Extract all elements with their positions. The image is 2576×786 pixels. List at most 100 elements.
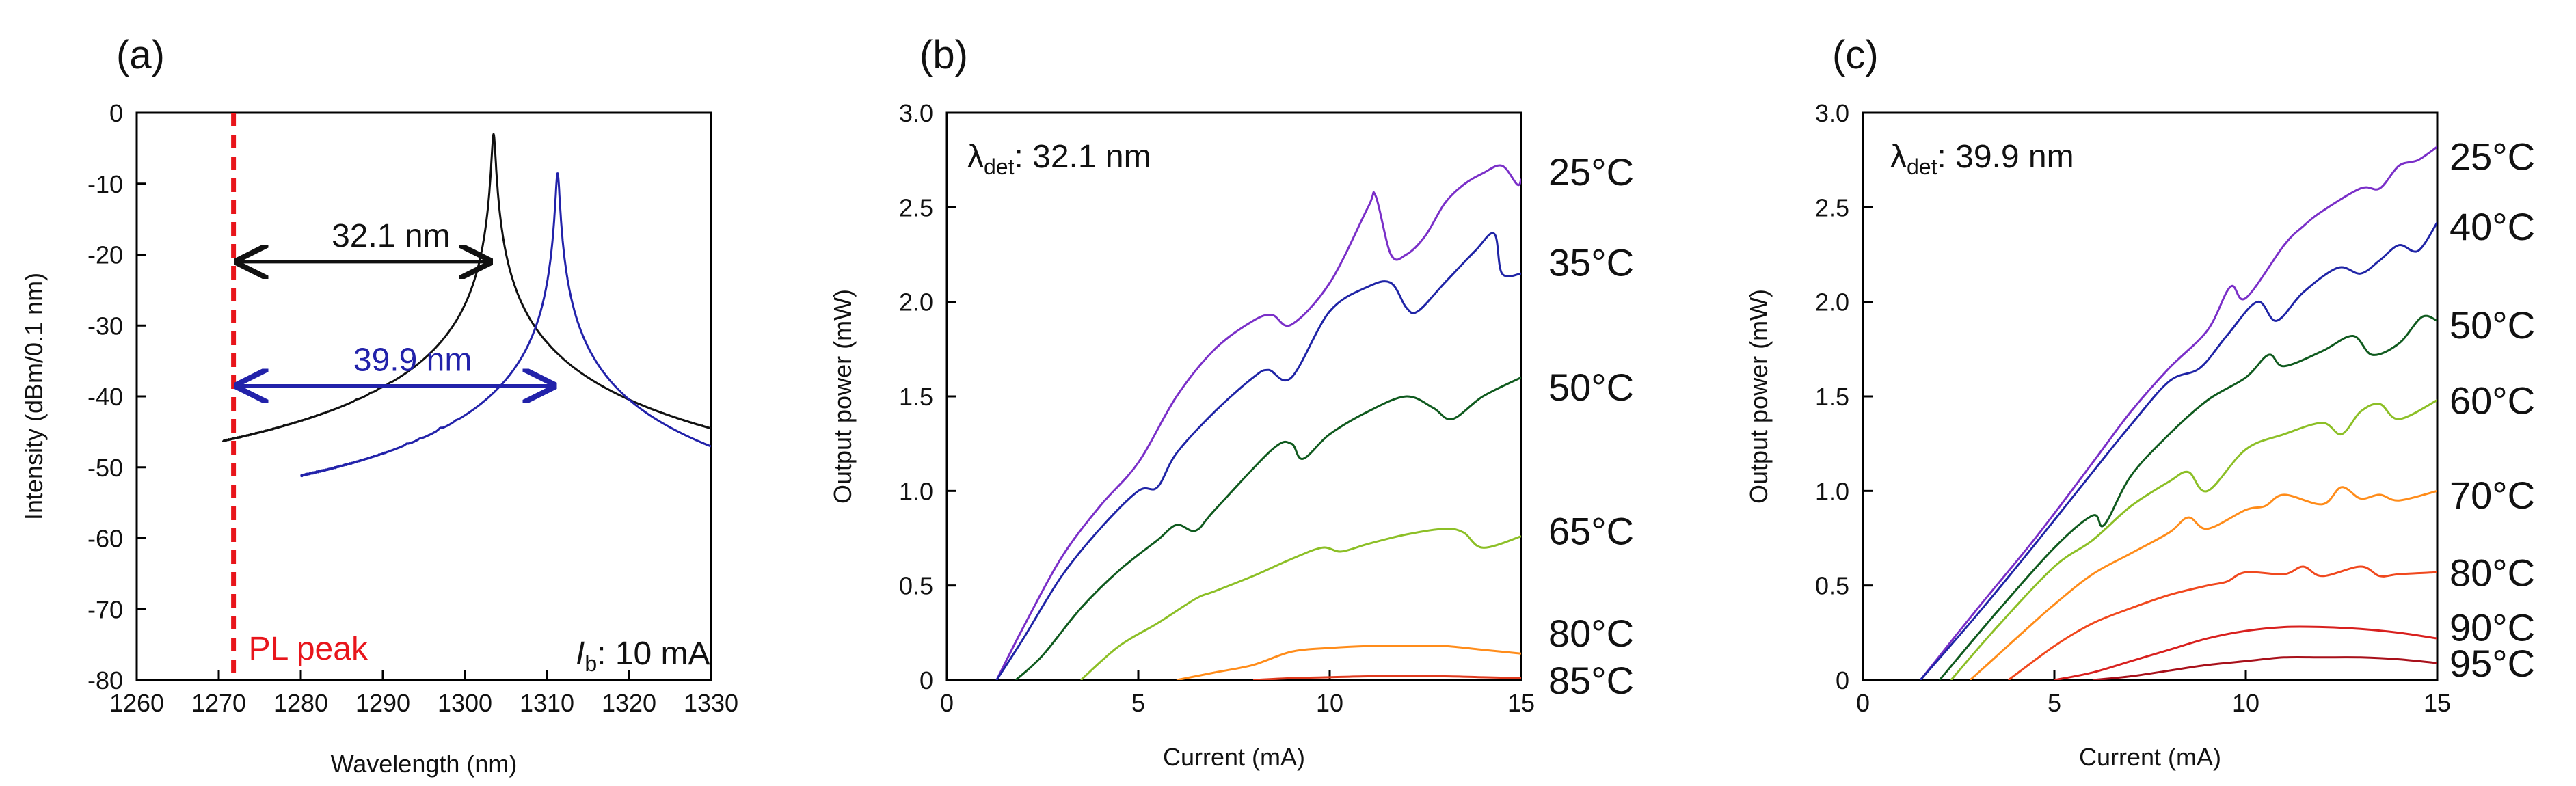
panel-c-traces [1919,146,2437,680]
panel-b-x-tick-label: 5 [1131,689,1145,717]
li-curve-80-c [2007,565,2437,680]
panel-a-y-title: Intensity (dBm/0.1 nm) [20,273,48,520]
panel-b-y-tick-label: 2.0 [899,288,933,316]
li-curve-80-c [1176,645,1521,680]
panel-c-y-tick-label: 1.0 [1815,477,1849,505]
panel-a-label: (a) [116,33,165,77]
panel-a-traces [222,133,711,478]
panel-b-temperature-labels: 25°C 35°C 50°C 65°C 80°C85°C [1548,150,1634,702]
li-curve-85-c [1252,675,1521,680]
lambda-symbol: λ [967,139,984,175]
pl-peak-label: PL peak [249,631,368,667]
panel-c-y-title: Output power (mW) [1745,289,1773,504]
panel-c-label: (c) [1832,33,1879,77]
panel-c-temperature-labels: 25°C 40°C 50°C 60°C 70°C 80°C 90°C95°C [2450,135,2535,685]
panel-c-y-tick-label: 0.5 [1815,572,1849,600]
panel-a-x-tick-label: 1320 [602,689,656,717]
panel-a-y-tick-label: -80 [88,666,123,694]
bias-symbol: I [576,636,585,672]
li-curve-50-c [1015,376,1521,680]
panel-a-ticks: 1260 1270 1280 1290 1300 1310 1320 1330 0 -10 -20 -… [88,99,738,717]
panel-a-x-tick-label: 1290 [355,689,410,717]
temperature-label-60-c: 60°C [2450,379,2535,422]
panel-c-ticks: 0 5 10 15 0 0.5 1.0 1.5 2.0 2.5 3.0 [1815,99,2451,717]
temperature-label-70-c: 70°C [2450,474,2535,517]
panel-b-frame [945,111,1522,681]
panel-b-y-tick-label: 1.0 [899,477,933,505]
bias-value: : 10 mA [597,636,710,672]
li-curve-25-c [1919,146,2437,680]
panel-b-y-tick-label: 0 [920,666,933,694]
panel-b-y-tick-label: 0.5 [899,572,933,600]
panel-c-y-tick-label: 1.5 [1815,383,1849,411]
panel-b-li-curves: (b) 0 5 10 15 0 0.5 1.0 1.5 2.0 2.5 3.0 25°C 35°C 50… [829,33,1634,771]
temperature-label-50-c: 50°C [1548,366,1634,409]
temperature-label-90-c: 90°C [2450,606,2535,649]
panel-a-y-tick-label: -50 [88,454,123,482]
temperature-label-65-c: 65°C [1548,509,1634,552]
panel-c-x-tick-label: 5 [2048,689,2061,717]
bias-current-label: Ib: 10 mA [576,636,710,676]
panel-c-detection-label: λdet: 39.9 nm [1890,139,2074,179]
panel-c-y-tick-label: 0 [1836,666,1849,694]
panel-b-detection-label: λdet: 32.1 nm [967,139,1151,179]
panel-c-y-tick-label: 3.0 [1815,99,1849,127]
temperature-label-25-c: 25°C [1548,150,1634,193]
panel-a-x-tick-label: 1330 [684,689,738,717]
panel-a-spectrum: (a) 1260 1270 1280 1290 1300 1310 1320 1330 0 -10… [20,33,738,778]
li-curve-40-c [1919,221,2437,680]
lambda-subscript: det [984,154,1015,179]
panel-c-x-tick-label: 0 [1856,689,1870,717]
li-curve-50-c [1938,314,2437,680]
panel-a-y-tick-label: -40 [88,383,123,411]
lambda-subscript: det [1907,154,1937,179]
panel-b-x-tick-label: 0 [940,689,954,717]
panel-a-y-tick-label: -10 [88,170,123,198]
bias-subscript: b [585,651,597,676]
panel-a-y-tick-label: -60 [88,525,123,553]
panel-a-x-tick-label: 1310 [520,689,574,717]
panel-a-y-tick-label: -30 [88,312,123,340]
panel-a-x-tick-label: 1270 [191,689,246,717]
temperature-label-95-c: 95°C [2450,642,2535,685]
detection-value: : 32.1 nm [1014,139,1151,175]
temperature-label-40-c: 40°C [2450,205,2535,248]
panel-b-x-tick-label: 10 [1316,689,1343,717]
panel-b-label: (b) [920,33,968,77]
panel-a-x-tick-label: 1260 [109,689,164,717]
panel-c-x-title: Current (mA) [2079,743,2221,771]
spectrum-trace-1 [222,133,711,442]
panel-b-y-tick-label: 2.5 [899,193,933,221]
panel-c-y-tick-label: 2.0 [1815,288,1849,316]
panel-b-x-title: Current (mA) [1163,743,1305,771]
panel-c-li-curves: (c) 0 5 10 15 0 0.5 1.0 1.5 2.0 2.5 3.0 25°C 40°C 50… [1745,33,2535,771]
panel-b-ticks: 0 5 10 15 0 0.5 1.0 1.5 2.0 2.5 3.0 [899,99,1535,717]
panel-c-y-tick-label: 2.5 [1815,193,1849,221]
temperature-label-50-c: 50°C [2450,303,2535,347]
panel-a-y-tick-label: -70 [88,595,123,623]
temperature-label-25-c: 25°C [2450,135,2535,178]
detection-value: : 39.9 nm [1937,139,2074,175]
panel-b-y-tick-label: 3.0 [899,99,933,127]
li-curve-25-c [995,164,1521,680]
panel-c-x-tick-label: 10 [2232,689,2259,717]
panel-b-y-tick-label: 1.5 [899,383,933,411]
temperature-label-80-c: 80°C [2450,551,2535,594]
li-curve-70-c [1969,486,2437,680]
panel-a-annotations: 32.1 nm 39.9 nm [238,218,554,386]
panel-a-x-tick-label: 1280 [273,689,328,717]
panel-a-y-tick-label: -20 [88,241,123,269]
li-curve-65-c [1080,528,1521,680]
li-curve-90-c [2054,625,2437,680]
span-label-39-9-nm: 39.9 nm [353,342,472,378]
li-curve-60-c [1950,399,2437,680]
temperature-label-80-c: 80°C [1548,612,1634,655]
temperature-label-85-c: 85°C [1548,659,1634,702]
panel-c-x-tick-label: 15 [2424,689,2451,717]
panel-a-x-title: Wavelength (nm) [331,750,518,778]
panel-b-traces [995,164,1521,680]
panel-a-x-tick-label: 1300 [438,689,492,717]
panel-a-y-tick-label: 0 [109,99,123,127]
lambda-symbol: λ [1890,139,1907,175]
